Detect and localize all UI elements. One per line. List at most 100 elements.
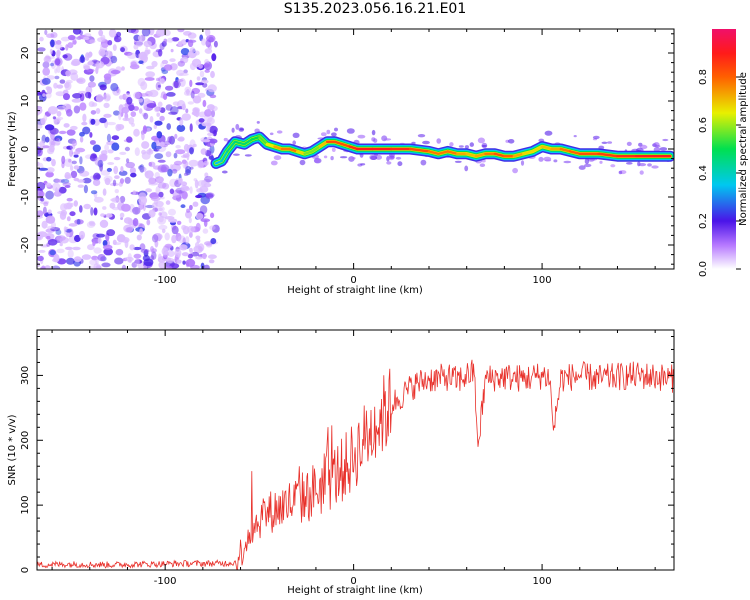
noise-blob xyxy=(159,115,165,122)
noise-blob xyxy=(46,33,55,38)
spectrogram-xlabel: Height of straight line (km) xyxy=(287,285,423,296)
noise-blob xyxy=(174,133,178,139)
noise-blob xyxy=(141,29,151,37)
noise-blob xyxy=(92,144,101,153)
noise-blob xyxy=(142,125,147,134)
noise-blob xyxy=(153,233,163,241)
noise-blob xyxy=(202,252,207,260)
noise-blob xyxy=(96,233,106,238)
noise-blob xyxy=(98,29,104,37)
noise-blob xyxy=(99,219,109,228)
noise-blob xyxy=(192,95,202,104)
noise-blob xyxy=(65,70,71,77)
noise-blob xyxy=(54,57,63,67)
noise-blob xyxy=(114,257,124,265)
ridge-core-segment xyxy=(474,152,487,158)
noise-blob xyxy=(339,156,348,159)
noise-blob xyxy=(133,253,142,259)
noise-blob xyxy=(184,86,192,93)
noise-blob xyxy=(140,81,148,90)
noise-blob xyxy=(118,111,122,121)
noise-blob xyxy=(119,151,127,155)
noise-blob xyxy=(72,39,77,45)
ridge-core-segment xyxy=(233,140,246,146)
noise-blob xyxy=(45,136,50,143)
noise-blob xyxy=(99,154,108,162)
noise-blob xyxy=(108,29,117,38)
noise-blob xyxy=(72,246,81,251)
noise-blob xyxy=(46,86,53,95)
noise-blob xyxy=(56,49,61,57)
noise-blob xyxy=(143,265,148,269)
noise-blob xyxy=(156,112,160,117)
noise-blob xyxy=(37,47,46,52)
noise-blob xyxy=(370,155,378,160)
noise-blob xyxy=(180,48,190,56)
noise-blob xyxy=(105,50,113,58)
noise-blob xyxy=(159,206,165,212)
noise-blob xyxy=(148,161,156,168)
noise-blob xyxy=(102,244,113,250)
noise-blob xyxy=(55,91,65,97)
noise-blob xyxy=(156,131,163,139)
noise-blob xyxy=(161,228,166,234)
colorbar-gradient xyxy=(712,29,736,269)
noise-blob xyxy=(160,62,165,69)
noise-blob xyxy=(67,249,74,259)
noise-blob xyxy=(195,256,203,260)
noise-blob xyxy=(201,38,207,46)
noise-blob xyxy=(46,225,55,230)
noise-blob xyxy=(64,174,73,179)
noise-blob xyxy=(90,190,98,195)
noise-blob xyxy=(578,165,586,170)
noise-blob xyxy=(51,182,61,192)
noise-blob xyxy=(171,168,178,174)
noise-blob xyxy=(45,215,56,224)
noise-blob xyxy=(53,82,58,89)
noise-blob xyxy=(102,206,107,210)
noise-blob xyxy=(47,209,52,215)
noise-blob xyxy=(161,247,169,256)
noise-blob xyxy=(573,135,577,138)
noise-blob xyxy=(77,179,85,183)
noise-blob xyxy=(100,150,108,156)
noise-blob xyxy=(66,109,73,117)
ridge-core-segment xyxy=(569,150,582,156)
noise-blob xyxy=(207,132,214,136)
noise-blob xyxy=(120,47,125,53)
noise-blob xyxy=(65,246,73,250)
noise-blob xyxy=(49,249,56,256)
noise-blob xyxy=(256,121,260,124)
noise-blob xyxy=(70,170,78,179)
noise-blob xyxy=(134,147,140,157)
noise-blob xyxy=(86,39,90,44)
noise-blob xyxy=(464,165,469,172)
noise-blob xyxy=(55,43,63,50)
y-tick-label: 0 xyxy=(20,146,31,152)
noise-blob xyxy=(95,94,104,103)
noise-blob xyxy=(158,224,168,230)
noise-blob xyxy=(107,40,113,46)
noise-blob xyxy=(599,160,603,164)
noise-blob xyxy=(189,186,193,194)
noise-blob xyxy=(659,147,668,151)
noise-blob xyxy=(69,211,76,217)
noise-blob xyxy=(51,265,61,269)
noise-blob xyxy=(185,258,196,267)
noise-blob xyxy=(417,134,426,138)
noise-blob xyxy=(167,250,175,257)
noise-blob xyxy=(89,75,95,82)
noise-blob xyxy=(56,235,66,242)
noise-blob xyxy=(189,231,193,238)
noise-blob xyxy=(65,44,69,51)
noise-blob xyxy=(195,194,203,199)
noise-blob xyxy=(67,34,76,41)
noise-blob xyxy=(157,164,167,173)
noise-blob xyxy=(177,29,185,33)
noise-blob xyxy=(204,172,209,178)
noise-blob xyxy=(133,128,140,137)
noise-blob xyxy=(320,132,327,137)
noise-blob xyxy=(55,118,61,123)
noise-blob xyxy=(93,247,102,254)
noise-blob xyxy=(386,161,392,165)
